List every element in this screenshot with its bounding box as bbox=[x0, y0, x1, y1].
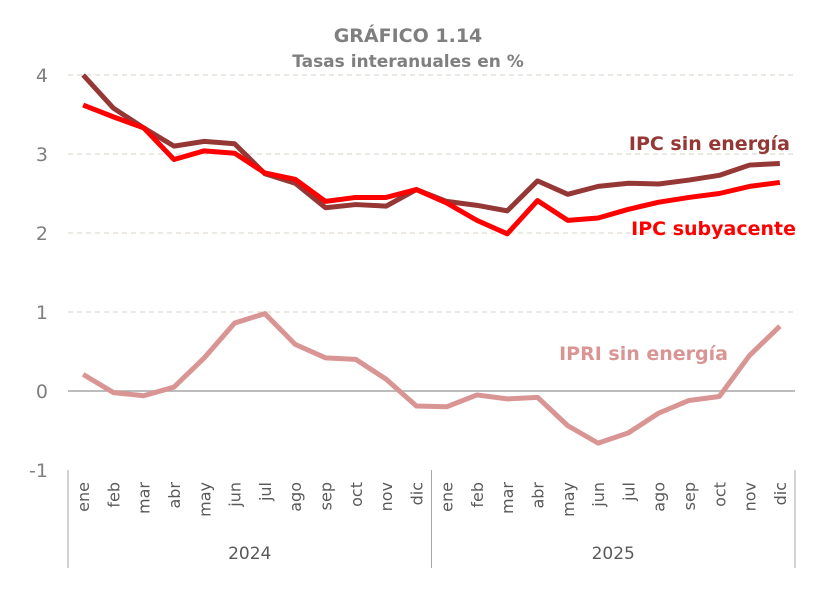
x-tick-label: jul bbox=[619, 482, 638, 502]
series-label: IPRI sin energía bbox=[559, 343, 728, 365]
x-tick-label: abr bbox=[529, 482, 548, 509]
x-tick-label: mar bbox=[135, 482, 154, 514]
x-tick-label: ene bbox=[74, 482, 93, 512]
x-tick-label: oct bbox=[710, 482, 729, 507]
x-tick-label: abr bbox=[165, 482, 184, 509]
x-tick-label: jun bbox=[226, 482, 245, 508]
y-tick-label: 4 bbox=[36, 65, 48, 87]
x-tick-label: oct bbox=[347, 482, 366, 507]
x-tick-label: ene bbox=[438, 482, 457, 512]
x-tick-label: dic bbox=[771, 482, 790, 505]
x-tick-label: nov bbox=[741, 482, 760, 511]
chart-subtitle: Tasas interanuales en % bbox=[292, 52, 524, 72]
x-tick-label: ago bbox=[286, 482, 305, 512]
x-tick-label: mar bbox=[498, 482, 517, 514]
y-tick-label: -1 bbox=[29, 460, 48, 482]
x-tick-label: may bbox=[559, 482, 578, 517]
x-tick-label: jun bbox=[589, 482, 608, 508]
year-label: 2024 bbox=[228, 544, 271, 564]
x-tick-label: sep bbox=[316, 482, 335, 510]
x-tick-label: may bbox=[195, 482, 214, 517]
x-tick-label: feb bbox=[468, 482, 487, 508]
x-tick-label: dic bbox=[407, 482, 426, 505]
series-line bbox=[81, 311, 782, 446]
x-tick-label: ago bbox=[650, 482, 669, 512]
series-line bbox=[82, 102, 781, 237]
x-tick-label: jul bbox=[256, 482, 275, 502]
x-tick-label: sep bbox=[680, 482, 699, 510]
x-tick-label: nov bbox=[377, 482, 396, 511]
y-tick-label: 2 bbox=[36, 223, 48, 245]
year-label: 2025 bbox=[592, 544, 635, 564]
series-label: IPC sin energía bbox=[629, 133, 790, 155]
x-tick-label: feb bbox=[104, 482, 123, 508]
y-tick-label: 0 bbox=[36, 381, 48, 403]
y-tick-label: 3 bbox=[36, 144, 48, 166]
y-tick-label: 1 bbox=[36, 302, 48, 324]
series-label: IPC subyacente bbox=[631, 218, 796, 240]
chart-title: GRÁFICO 1.14 bbox=[334, 24, 483, 47]
